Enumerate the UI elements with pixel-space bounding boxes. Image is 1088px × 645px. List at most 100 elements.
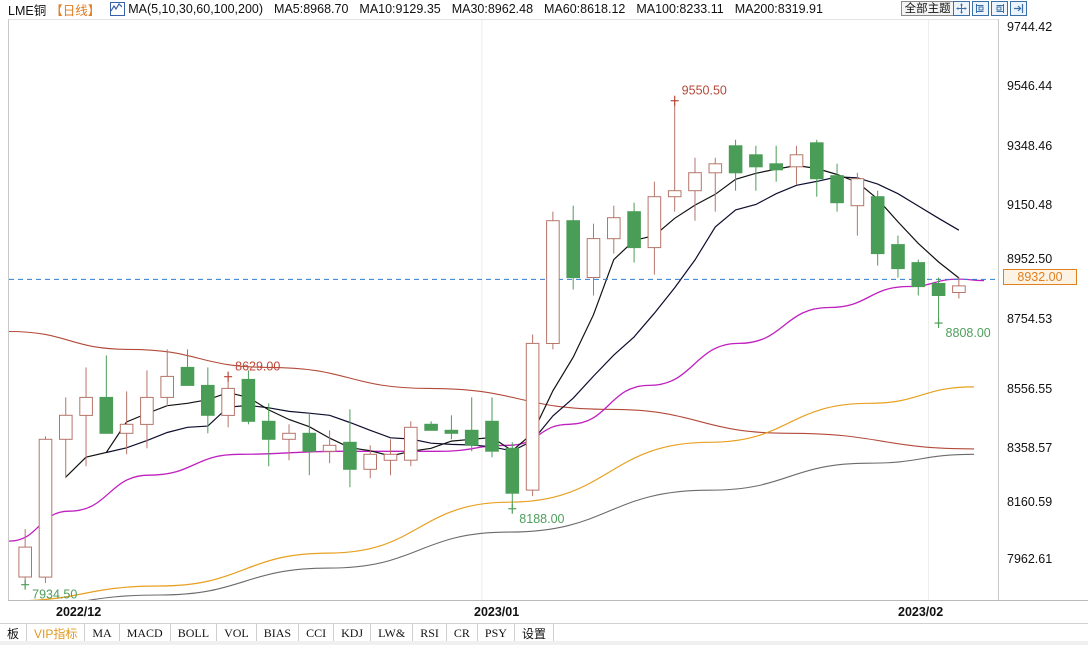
x-tick: 2022/12 (56, 605, 102, 619)
candle (525, 334, 540, 497)
y-tick: 7962.61 (1007, 552, 1053, 566)
indicator-toolbar[interactable]: 板 VIP指标 MA MACD BOLL VOL BIAS CCI KDJ LW& RSI CR PSY… (0, 623, 1088, 642)
candle (931, 277, 946, 324)
candle (749, 145, 763, 191)
candle (728, 139, 743, 191)
y-tick: 8556.55 (1007, 382, 1053, 396)
toolbar-item-VIP指标[interactable]: VIP指标 (27, 624, 86, 642)
date-axis: 2022/12 2023/01 2023/02 (8, 600, 1088, 623)
candle (485, 397, 499, 458)
candle (830, 163, 844, 212)
toolbar-item-MACD[interactable]: MACD (119, 624, 171, 642)
y-tick: 8160.59 (1007, 495, 1053, 509)
symbol-label: LME铜 (8, 3, 47, 18)
toolbar-item-MA[interactable]: MA (85, 624, 120, 642)
toolbar-item-板[interactable]: 板 (0, 624, 28, 642)
ma-line-icon (110, 2, 126, 16)
ma-params-label: MA(5,10,30,60,100,200) (128, 2, 264, 16)
price-axis: 9744.42 9546.44 9348.46 9150.48 8952.50 … (998, 19, 1088, 600)
candle (627, 202, 641, 263)
svg-text:9550.50: 9550.50 (682, 84, 727, 98)
candle (607, 205, 621, 254)
toolbar-item-BOLL[interactable]: BOLL (170, 624, 218, 642)
candle (201, 367, 215, 434)
y-tick: 9150.48 (1007, 198, 1053, 212)
candle (464, 397, 479, 452)
toolbar-item-PSY[interactable]: PSY (477, 624, 515, 642)
candle (769, 145, 784, 182)
x-tick: 2023/02 (898, 605, 944, 619)
y-tick: 8754.53 (1007, 312, 1053, 326)
toolbar-item-CCI[interactable]: CCI (299, 624, 335, 642)
candle (38, 436, 53, 584)
candle (180, 349, 195, 386)
candle (688, 157, 702, 221)
candle (810, 139, 824, 197)
toolbar-item-设置[interactable]: 设置 (514, 624, 554, 642)
candle (282, 424, 296, 461)
candle (119, 391, 134, 455)
candle (343, 409, 357, 488)
crosshair-icon[interactable] (953, 1, 970, 16)
y-tick: 9348.46 (1007, 139, 1053, 153)
candle (647, 181, 662, 275)
toolbar-item-VOL[interactable]: VOL (217, 624, 257, 642)
horizontal-scrollbar[interactable] (0, 641, 1088, 645)
current-price-badge: 8932.00 (1003, 269, 1077, 285)
toolbar-item-CR[interactable]: CR (446, 624, 478, 642)
y-tick: 9744.42 (1007, 20, 1053, 34)
period-label: 【日线】 (50, 3, 101, 18)
candlestick-canvas: 9550.50 8629.00 7934.50 8188.00 8808.00 (9, 20, 998, 600)
candle (891, 235, 905, 278)
candle (99, 355, 114, 434)
theme-selector-button[interactable]: 全部主题▼ (900, 1, 966, 16)
toolbar-item-LW&[interactable]: LW& (371, 624, 414, 642)
toolbar-item-RSI[interactable]: RSI (413, 624, 447, 642)
candle (261, 403, 276, 467)
ma10-value: MA10:9129.35 (359, 2, 441, 16)
candle (850, 172, 865, 236)
price-annotation: 8808.00 (934, 318, 991, 340)
align-left-icon[interactable] (972, 1, 989, 16)
toolbar-filler (553, 624, 1088, 642)
ma30-value: MA30:8962.48 (451, 2, 534, 16)
jump-right-icon[interactable] (1010, 1, 1027, 16)
price-annotation: 8629.00 (224, 360, 280, 382)
y-tick: 8358.57 (1007, 441, 1053, 455)
candle (586, 223, 601, 296)
toolbar-item-BIAS[interactable]: BIAS (256, 624, 300, 642)
candle (911, 259, 926, 296)
candle (383, 439, 398, 476)
candle (870, 190, 885, 266)
candle (302, 412, 317, 476)
candle (444, 415, 459, 440)
y-tick: 9546.44 (1007, 79, 1053, 93)
y-tick: 8952.50 (1007, 252, 1053, 266)
align-right-icon[interactable] (991, 1, 1008, 16)
svg-text:8188.00: 8188.00 (519, 512, 564, 526)
candle (546, 211, 560, 350)
candle (708, 157, 723, 212)
ma60-value: MA60:8618.12 (544, 2, 626, 16)
candle (59, 397, 73, 479)
price-annotation: 8188.00 (508, 503, 565, 526)
x-tick: 2023/01 (474, 605, 520, 619)
svg-text:8629.00: 8629.00 (235, 360, 280, 374)
candle (667, 100, 682, 212)
candle (322, 430, 337, 464)
svg-text:7934.50: 7934.50 (32, 588, 77, 600)
price-annotation: 7934.50 (21, 579, 77, 600)
candle (18, 529, 32, 585)
ma100-value: MA100:8233.11 (636, 2, 724, 16)
candle (789, 145, 804, 185)
toolbar-item-KDJ[interactable]: KDJ (334, 624, 372, 642)
ma200-value: MA200:8319.91 (734, 2, 823, 16)
ma5-value: MA5:8968.70 (274, 2, 349, 16)
candle (241, 370, 256, 425)
candle (140, 370, 154, 449)
svg-text:8808.00: 8808.00 (946, 326, 991, 340)
price-annotation: 9550.50 (670, 84, 727, 106)
chart-plot-area[interactable]: 9550.50 8629.00 7934.50 8188.00 8808.00 (8, 19, 998, 600)
chart-header: LME铜 【日线】 MA(5,10,30,60,100,200) MA5:896… (0, 0, 1088, 18)
